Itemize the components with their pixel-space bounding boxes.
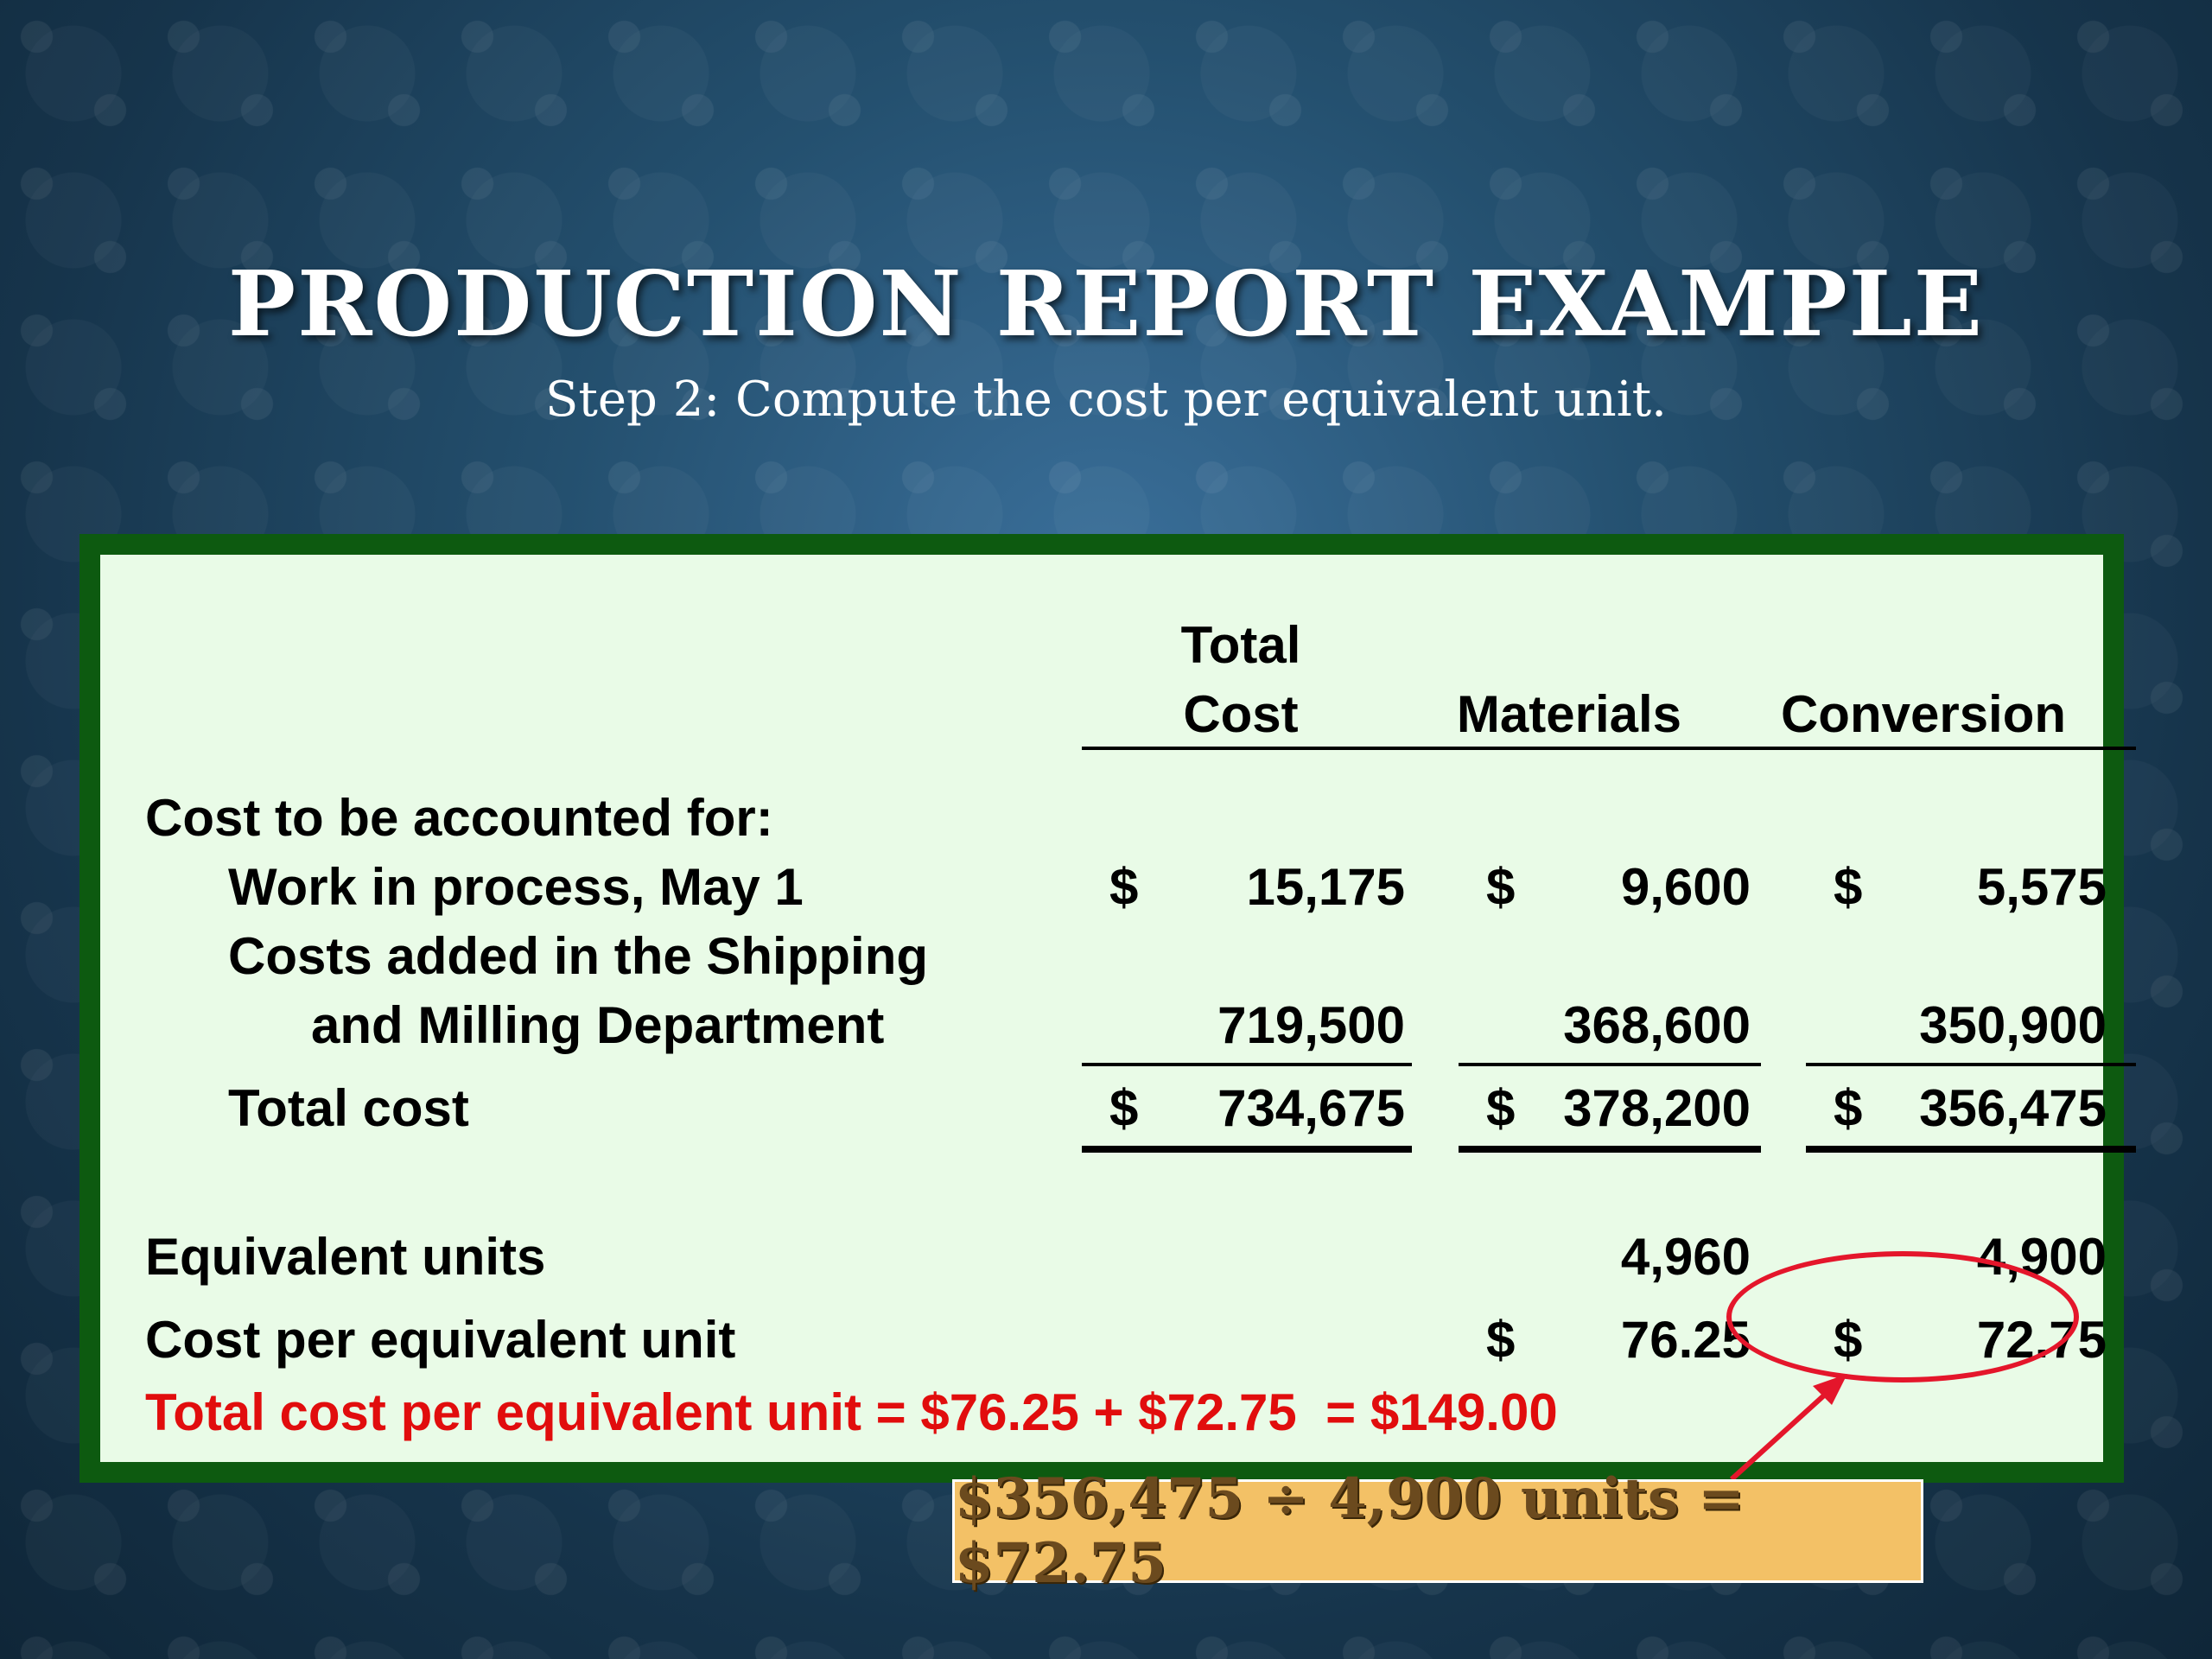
header-total-line1: Total [1180, 616, 1301, 674]
row-cost-per-unit-materials-dollar: $ [1486, 1311, 1516, 1369]
row-wip-conversion-dollar: $ [1834, 858, 1863, 916]
slide-title: PRODUCTION REPORT EXAMPLE [227, 251, 1985, 357]
row-cost-per-unit-label: Cost per equivalent unit [145, 1311, 736, 1369]
row-total-cost-total-dollar: $ [1109, 1079, 1139, 1137]
header-conversion: Conversion [1780, 685, 2067, 743]
row-total-cost-materials: 378,200 [1563, 1079, 1751, 1137]
total-double-rule-total [1082, 1146, 1412, 1153]
row-wip-label: Work in process, May 1 [228, 858, 804, 916]
row-total-cost-conversion: 356,475 [1919, 1079, 2107, 1137]
row-equivalent-units-label: Equivalent units [145, 1228, 546, 1286]
row-added-label-line2: and Milling Department [311, 996, 885, 1054]
row-wip-materials-dollar: $ [1486, 858, 1516, 916]
header-underline [1082, 747, 2136, 750]
production-report-table: Total Cost Materials Conversion Cost to … [79, 534, 2136, 1483]
slide-subtitle: Step 2: Compute the cost per equivalent … [545, 372, 1667, 428]
row-total-cost-materials-dollar: $ [1486, 1079, 1516, 1137]
row-equivalent-units-materials: 4,960 [1620, 1228, 1751, 1286]
calculation-callout-text: $356,475 ÷ 4,900 units = $72.75 [955, 1466, 1745, 1596]
row-added-materials: 368,600 [1563, 996, 1751, 1054]
total-double-rule-conversion [1806, 1146, 2136, 1153]
row-added-conversion: 350,900 [1919, 996, 2107, 1054]
row-cost-per-unit-materials: 76.25 [1620, 1311, 1751, 1369]
calculation-callout: $356,475 ÷ 4,900 units = $72.75 [952, 1466, 1923, 1596]
row-total-cost-label: Total cost [228, 1079, 469, 1137]
row-added-total: 719,500 [1217, 996, 1405, 1054]
subtotal-rule-conversion [1806, 1063, 2136, 1066]
row-total-cost-total: 734,675 [1217, 1079, 1405, 1137]
total-cost-per-unit-formula: Total cost per equivalent unit = $76.25 … [145, 1383, 1558, 1441]
subtotal-rule-materials [1459, 1063, 1761, 1066]
header-materials: Materials [1456, 685, 1682, 743]
total-double-rule-materials [1459, 1146, 1761, 1153]
row-wip-total: 15,175 [1246, 858, 1405, 916]
section-label: Cost to be accounted for: [145, 789, 773, 847]
row-wip-total-dollar: $ [1109, 858, 1139, 916]
row-wip-materials: 9,600 [1620, 858, 1751, 916]
row-wip-conversion: 5,575 [1976, 858, 2107, 916]
row-total-cost-conversion-dollar: $ [1834, 1079, 1863, 1137]
highlight-oval [1726, 1251, 2079, 1382]
header-total-line2: Cost [1183, 685, 1299, 743]
subtotal-rule-total [1082, 1063, 1412, 1066]
row-added-label-line1: Costs added in the Shipping [228, 927, 928, 985]
